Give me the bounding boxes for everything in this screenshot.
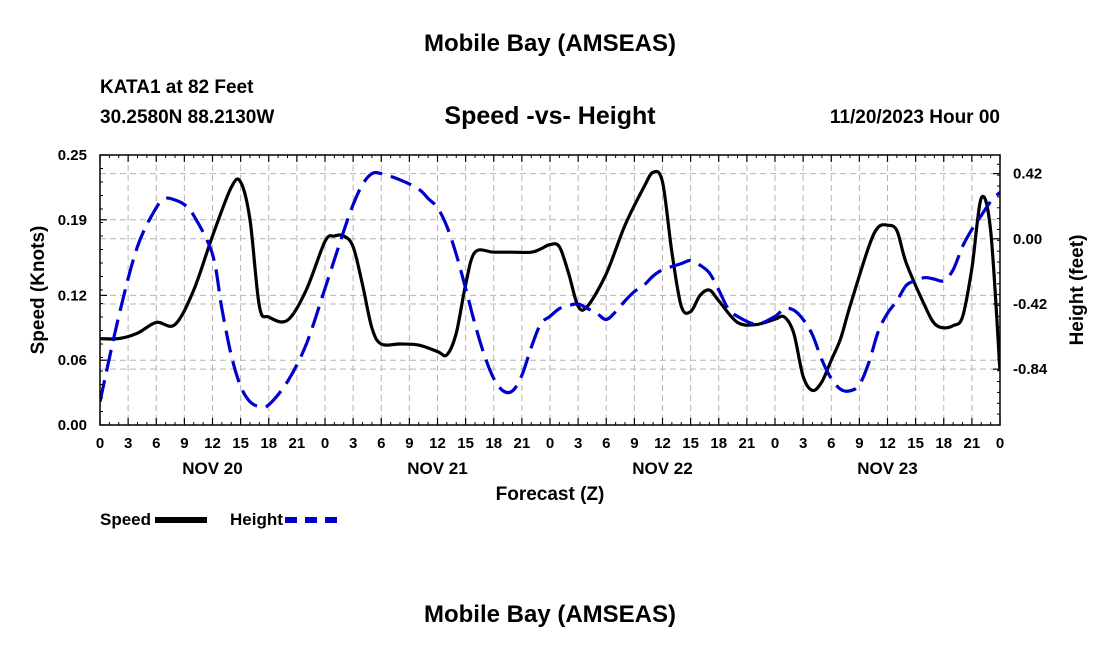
y-tick-label: 0.19	[58, 212, 87, 229]
y2-tick-label: -0.42	[1013, 296, 1047, 313]
x-tick-label: 18	[485, 435, 502, 452]
legend-speed: Speed	[100, 510, 208, 530]
x-tick-label: 9	[180, 435, 188, 452]
y2-tick-label: 0.42	[1013, 166, 1042, 183]
y2-axis-title: Height (feet)	[1067, 235, 1088, 346]
x-tick-label: 21	[964, 435, 981, 452]
x-tick-label: 6	[602, 435, 610, 452]
x-tick-label: 21	[739, 435, 756, 452]
x-tick-label: 12	[204, 435, 221, 452]
x-tick-label: 12	[879, 435, 896, 452]
y2-tick-label: 0.00	[1013, 231, 1042, 248]
page-title: Mobile Bay (AMSEAS)	[423, 30, 677, 57]
x-tick-label: 9	[405, 435, 413, 452]
x-tick-label: 12	[429, 435, 446, 452]
speed-series-line	[100, 169, 1000, 393]
chart-title: Speed -vs- Height	[444, 102, 656, 130]
x-tick-label: 18	[710, 435, 727, 452]
legend-height: Height	[230, 510, 337, 530]
x-day-label: NOV 21	[407, 459, 467, 478]
y-tick-label: 0.25	[58, 147, 87, 164]
forecast-datetime: 11/20/2023 Hour 00	[829, 107, 1000, 128]
y-tick-label: 0.00	[58, 417, 87, 434]
x-tick-label: 21	[514, 435, 531, 452]
x-tick-label: 0	[96, 435, 104, 452]
x-axis-title: Forecast (Z)	[496, 484, 605, 505]
x-tick-label: 9	[630, 435, 638, 452]
x-tick-label: 0	[771, 435, 779, 452]
x-tick-label: 6	[827, 435, 835, 452]
series-layer	[100, 169, 1000, 409]
x-tick-label: 3	[574, 435, 582, 452]
x-tick-label: 12	[654, 435, 671, 452]
x-tick-label: 18	[260, 435, 277, 452]
footer-title: Mobile Bay (AMSEAS)	[423, 601, 677, 628]
y-axis-title: Speed (Knots)	[28, 226, 49, 355]
x-day-label: NOV 22	[632, 459, 692, 478]
x-tick-label: 3	[349, 435, 357, 452]
legend-speed-swatch	[155, 517, 208, 523]
x-tick-label: 15	[232, 435, 249, 452]
x-tick-label: 21	[289, 435, 306, 452]
x-tick-label: 0	[546, 435, 554, 452]
x-tick-label: 18	[935, 435, 952, 452]
legend-height-label: Height	[230, 510, 283, 529]
y2-tick-label: -0.84	[1013, 361, 1048, 378]
x-tick-label: 9	[855, 435, 863, 452]
x-tick-label: 3	[799, 435, 807, 452]
x-tick-label: 15	[457, 435, 474, 452]
legend-speed-label: Speed	[100, 510, 152, 529]
legend-height-swatch	[284, 517, 337, 523]
station-coords: 30.2580N 88.2130W	[100, 107, 275, 128]
x-tick-label: 15	[907, 435, 924, 452]
grid	[100, 155, 1000, 425]
x-tick-label: 6	[152, 435, 160, 452]
label-layer: 0 3 6 9 12 15 18 21 0 3 6 9 12 15 18 21 0 3 6 9 12 15 18 21 0 3 6 9…	[28, 147, 1088, 505]
y-tick-label: 0.12	[58, 287, 87, 304]
x-day-label: NOV 20	[182, 459, 242, 478]
x-tick-label: 3	[124, 435, 132, 452]
x-tick-label: 0	[996, 435, 1004, 452]
x-tick-label: 15	[682, 435, 699, 452]
y-tick-label: 0.06	[58, 352, 87, 369]
tick-layer	[99, 154, 1001, 426]
height-series-line	[100, 170, 1000, 409]
station-name: KATA1 at 82 Feet	[100, 77, 254, 98]
x-tick-label: 6	[377, 435, 385, 452]
x-day-label: NOV 23	[857, 459, 917, 478]
x-tick-label: 0	[321, 435, 329, 452]
